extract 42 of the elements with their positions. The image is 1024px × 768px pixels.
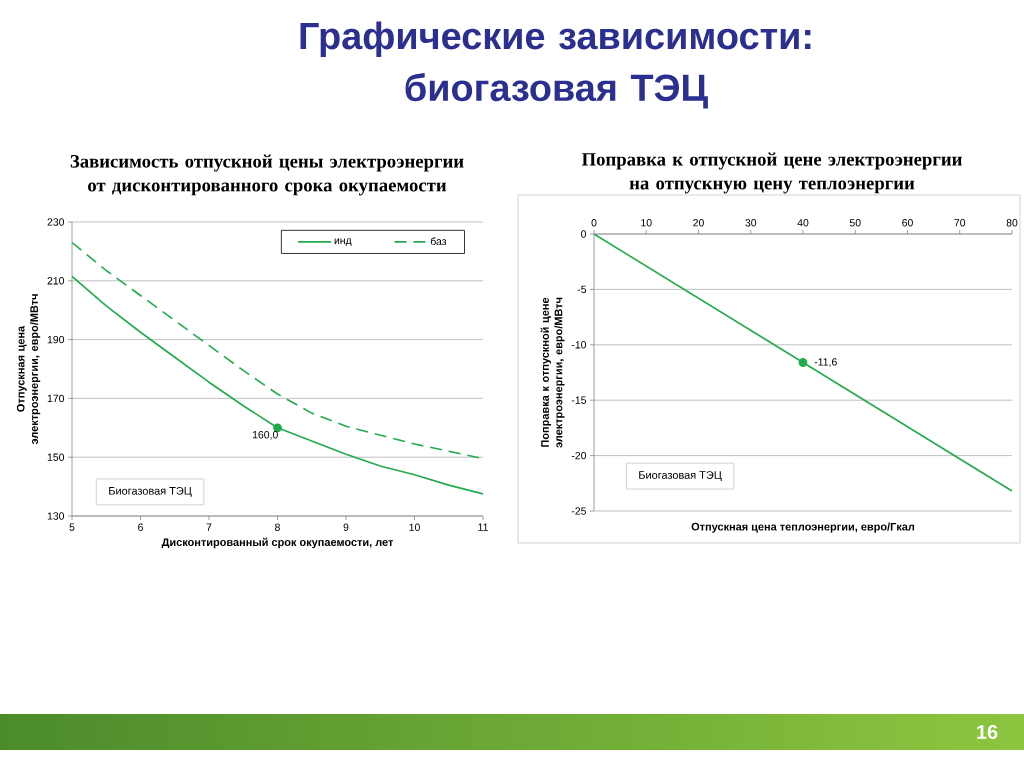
y-tick-label: 150 [47,453,65,461]
data-label: -11,6 [814,358,837,367]
x-tick-label: 40 [797,219,809,227]
x-tick-label: 9 [343,523,349,531]
y-tick-label: -5 [577,285,587,294]
x-tick-label: 7 [206,523,212,531]
x-tick-label: 20 [693,219,704,227]
x-tick-label: 10 [409,523,420,531]
x-tick-label: 10 [641,219,652,227]
y-tick-label: 190 [47,335,65,344]
text: 16 [977,724,998,740]
x-tick-label: 50 [849,219,861,227]
data-label: 160,0 [252,431,278,440]
chart-title: Зависимость отпускной цены электроэнергии от дисконтированного срока окупаемости [70,154,464,196]
y-tick-label: -15 [571,396,587,404]
x-axis-title: Дисконтированный срок окупаемости, лет [161,537,394,549]
x-tick-label: 5 [69,523,75,531]
y-tick-label: 210 [47,277,65,285]
annotation: Биогазовая ТЭЦ [639,471,722,482]
legend-label: инд [334,238,352,246]
y-axis-title: Поправка к отпускной цене электроэнергии, евро/МВтч [540,297,565,448]
text: Графические зависимости: биогазовая ТЭЦ [300,21,811,109]
y-axis-title: Отпускная цена электроэнергии, евро/МВтч [16,294,41,445]
y-tick-label: 0 [581,230,587,238]
y-tick-label: -10 [571,341,587,349]
x-tick-label: 30 [745,219,757,227]
x-tick-label: 60 [902,219,913,227]
x-tick-label: 70 [954,219,966,227]
legend-label: баз [430,237,447,246]
y-tick-label: 230 [47,218,65,226]
x-axis-title: Отпускная цена теплоэнергии, евро/Гкал [691,522,915,533]
x-tick-label: 0 [591,219,597,227]
y-tick-label: 170 [47,394,65,403]
annotation: Биогазовая ТЭЦ [109,486,192,497]
y-tick-label: 130 [47,512,65,520]
x-tick-label: 8 [275,523,280,531]
y-tick-label: -20 [571,451,587,460]
x-tick-label: 80 [1006,219,1018,227]
y-tick-label: -25 [571,507,587,515]
x-tick-label: 11 [478,523,488,531]
x-tick-label: 6 [138,523,143,531]
chart-title: Поправка к отпускной цене электроэнергии на отпускную цену теплоэнергии [581,152,962,194]
